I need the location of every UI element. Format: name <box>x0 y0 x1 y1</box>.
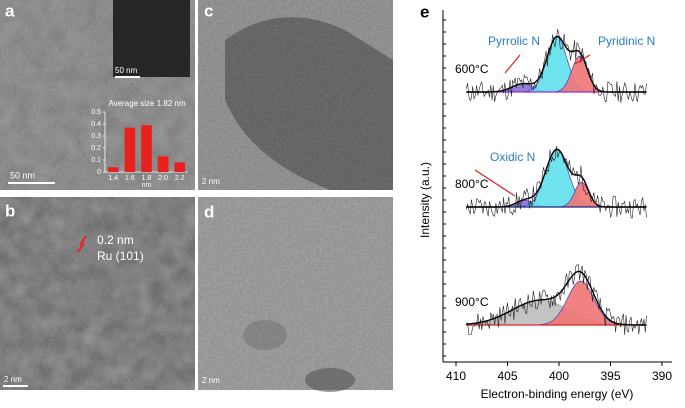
x-tick-label: 390 <box>652 369 672 383</box>
x-axis-label: Electron-binding energy (eV) <box>481 387 634 401</box>
panel-label: a <box>5 1 15 20</box>
bar <box>157 156 169 172</box>
temperature-label: 600°C <box>455 62 489 76</box>
x-tick-label: 410 <box>446 369 466 383</box>
panel-label: e <box>420 2 429 21</box>
temperature-label: 800°C <box>455 177 489 191</box>
panel-label: d <box>204 202 214 221</box>
fit-envelope <box>466 270 647 326</box>
peak-annotation: Pyrrolic N <box>488 34 540 48</box>
panel-label: c <box>204 1 213 20</box>
temperature-label: 900°C <box>455 295 489 309</box>
particle <box>225 17 393 191</box>
x-tick-label: 1.4 <box>108 175 118 182</box>
y-tick-label: 0.1 <box>91 157 101 164</box>
y-tick-label: 0.5 <box>91 109 101 116</box>
lattice-spacing: 0.2 nm <box>97 233 134 247</box>
scale-bar-label: 2 nm <box>202 177 220 186</box>
lattice-plane: Ru (101) <box>97 249 144 263</box>
bar <box>141 125 152 172</box>
raw-spectrum <box>466 28 647 103</box>
particle <box>243 320 287 350</box>
y-tick-label: 0 <box>97 169 101 176</box>
inset-image <box>113 0 190 77</box>
panel-b: b 0.2 nm Ru (101) 2 nm <box>0 197 195 390</box>
scale-bar-label: 50 nm <box>10 170 35 180</box>
lattice-marker <box>77 242 85 253</box>
micrograph <box>198 197 393 390</box>
inset-scale-bar-label: 50 nm <box>115 66 138 75</box>
scale-bar-label: 2 nm <box>4 375 22 384</box>
y-axis-label: Intensity (a.u.) <box>418 162 432 238</box>
x-tick-label: 395 <box>600 369 620 383</box>
x-tick-label: 400 <box>549 369 569 383</box>
bar <box>124 127 136 172</box>
annotation-arrow <box>504 54 521 74</box>
bar <box>174 162 186 172</box>
panel-c: c 2 nm <box>198 0 393 191</box>
annotation-arrow <box>474 169 516 197</box>
y-tick-label: 0.2 <box>91 145 101 152</box>
scale-bar-label: 2 nm <box>202 376 220 385</box>
y-tick-label: 0.4 <box>91 121 101 128</box>
micrograph-texture <box>0 197 195 390</box>
y-tick-label: 0.3 <box>91 133 101 140</box>
x-tick-label: 1.8 <box>142 175 152 182</box>
panel-label: b <box>5 201 15 220</box>
inset-title: Average size 1.82 nm <box>108 99 186 108</box>
x-tick-label: 2.2 <box>175 175 185 182</box>
x-tick-label: 2.0 <box>158 175 168 182</box>
fit-envelope <box>466 148 647 208</box>
x-tick-label: 405 <box>497 369 517 383</box>
x-tick-label: 1.6 <box>125 175 135 182</box>
lattice-marker <box>79 235 87 246</box>
particle <box>305 368 355 392</box>
bar <box>107 167 119 172</box>
peak-annotation: Pyridinic N <box>598 34 655 48</box>
x-axis-label: nm <box>142 182 152 189</box>
peak-annotation: Oxidic N <box>490 150 535 164</box>
panel-a: 50 nm a 50 nm <box>0 0 195 190</box>
annotation-arrow <box>574 54 591 65</box>
panel-d: d 2 nm <box>198 197 393 392</box>
fit-envelope <box>466 35 647 93</box>
